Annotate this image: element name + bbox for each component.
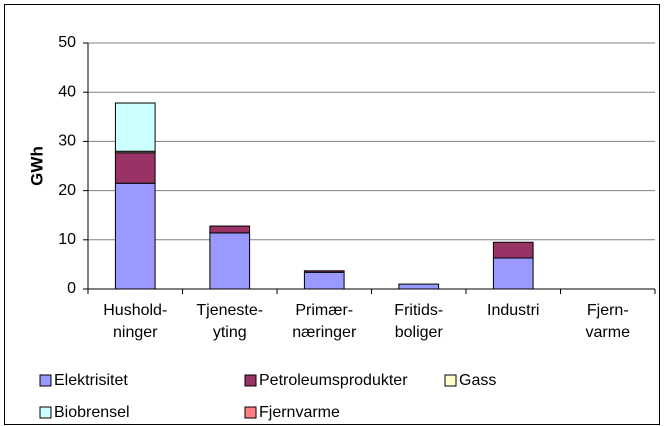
bar-segment	[492, 241, 534, 259]
y-tick-label: 30	[58, 133, 76, 150]
bar-segment	[209, 225, 251, 234]
legend-label: Fjernvarme	[259, 404, 340, 421]
bar-segment	[114, 152, 156, 184]
legend-label: Elektrisitet	[54, 372, 128, 389]
y-tick-label: 40	[58, 83, 76, 100]
legend-swatch	[244, 374, 257, 387]
legend-swatch	[39, 406, 52, 419]
y-tick-label: 20	[58, 182, 76, 199]
y-tick-label: 0	[67, 280, 76, 297]
x-tick-label: Tjeneste-yting	[196, 302, 263, 341]
legend-swatch	[444, 374, 457, 387]
x-tick-label-text: Fritids-boliger	[394, 302, 443, 341]
x-tick-label: Fritids-boliger	[394, 302, 443, 341]
bar-segment	[114, 102, 156, 152]
x-tick-label-text: Hushold-ninger	[103, 302, 167, 341]
bar-segment	[303, 270, 345, 273]
legend-label: Gass	[459, 372, 496, 389]
y-axis-label: GWh	[27, 146, 46, 186]
legend-swatch	[39, 374, 52, 387]
y-tick-label: 10	[58, 231, 76, 248]
bar-segment	[398, 283, 440, 290]
legend-swatch	[244, 406, 257, 419]
legend-label: Biobrensel	[54, 404, 130, 421]
x-tick-label-text: Primær-næringer	[292, 302, 357, 341]
bar-segment	[492, 257, 534, 290]
bar-segment	[209, 232, 251, 290]
y-tick-label: 50	[58, 34, 76, 51]
x-tick-label-text: Tjeneste-yting	[196, 302, 263, 341]
x-tick-label: Primær-næringer	[292, 302, 357, 341]
x-tick-label: Hushold-ninger	[103, 302, 167, 341]
chart-border	[4, 4, 660, 425]
bar-segment	[303, 271, 345, 290]
bar-segment	[114, 182, 156, 290]
x-tick-label-text: Fjern-varme	[586, 302, 631, 341]
x-tick-label: Industri	[487, 302, 539, 319]
legend-label: Petroleumsprodukter	[259, 372, 408, 389]
x-tick-label-text: Industri	[487, 302, 539, 319]
x-tick-label: Fjern-varme	[586, 302, 631, 341]
